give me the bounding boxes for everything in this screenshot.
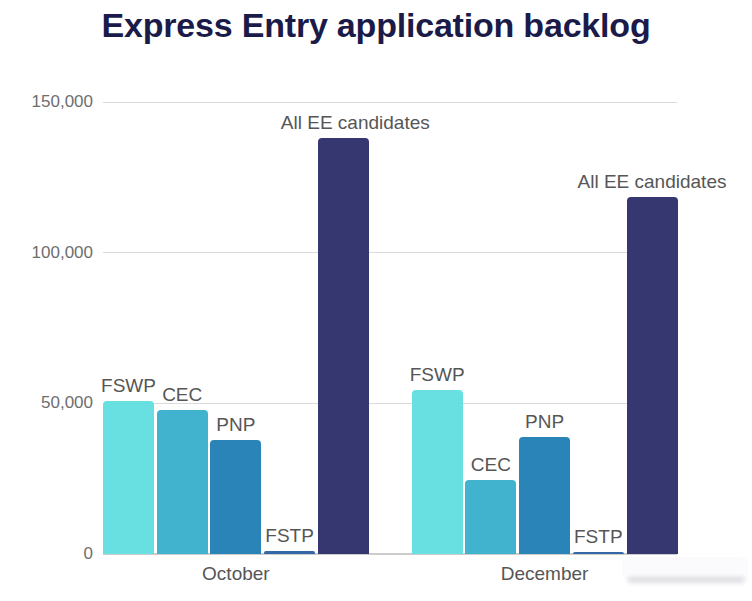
bar-label-cec-december: CEC [381, 453, 601, 477]
bar-fstp-october [264, 551, 315, 554]
plot-area: 150,000100,00050,0000FSWPFSWPCECCECPNPPN… [0, 0, 752, 601]
gridline-100-000 [103, 252, 677, 253]
chart-page: Express Entry application backlog 150,00… [0, 0, 752, 601]
y-tick-label: 100,000 [13, 243, 93, 263]
bar-label-pnp-december: PNP [435, 410, 655, 434]
x-tick-label-october: October [136, 563, 336, 585]
bar-label-pnp-october: PNP [126, 413, 346, 437]
y-tick-label: 0 [13, 544, 93, 564]
bar-label-fstp-december: FSTP [488, 525, 708, 549]
bar-label-all-ee-candidates-october: All EE candidates [245, 111, 465, 135]
bar-label-cec-october: CEC [72, 383, 292, 407]
bar-fstp-december [573, 552, 624, 554]
bar-label-fswp-december: FSWP [327, 363, 547, 387]
bar-label-all-ee-candidates-december: All EE candidates [542, 170, 752, 194]
watermark-blurred-text [628, 577, 745, 583]
x-tick-label-december: December [445, 563, 645, 585]
bar-label-fstp-october: FSTP [180, 524, 400, 548]
watermark-smudge [622, 557, 748, 579]
gridline-150-000 [103, 102, 677, 103]
y-tick-label: 150,000 [13, 92, 93, 112]
bar-all-ee-candidates-october [318, 138, 369, 554]
bar-all-ee-candidates-december [627, 197, 678, 554]
